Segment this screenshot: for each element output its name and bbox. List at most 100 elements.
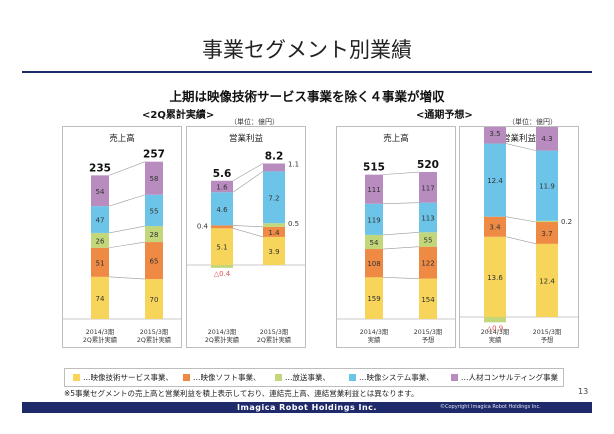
- bar-value-label: 12.4: [539, 277, 555, 285]
- chart-title: 売上高: [109, 133, 135, 144]
- bar-value-label: △0.4: [214, 270, 231, 278]
- bar-value-label: 159: [367, 295, 380, 303]
- bar-segment-broadcast: [91, 232, 109, 248]
- bar-value-label: 51: [96, 259, 105, 267]
- category-label: 2015/3期: [414, 328, 442, 336]
- connector-line: [382, 277, 420, 279]
- bar-value-label: 3.9: [268, 248, 279, 256]
- bar-segment-system: [536, 150, 558, 221]
- legend-swatch: [349, 374, 356, 381]
- category-label: 2014/3期: [481, 328, 509, 336]
- bar-segment-tech-service: [419, 278, 437, 319]
- bar-value-label: 65: [150, 258, 159, 266]
- connector-line: [505, 143, 537, 151]
- bar-segment-software: [536, 222, 558, 244]
- bar-total-label: 5.6: [213, 168, 232, 180]
- bar-segment-software: [484, 216, 506, 237]
- connector-line: [108, 225, 146, 234]
- legend-item-software: …映像ソフト事業、: [183, 372, 261, 383]
- bar-value-label: 47: [96, 217, 105, 225]
- connector-line: [232, 171, 264, 193]
- chart-fy-sales: 売上高 159 108 54 119 111 515 2014/3期 実績 154 122 55 113…: [336, 126, 456, 348]
- bar-total-label: 8.2: [265, 150, 284, 162]
- category-label: 2015/3期: [533, 328, 561, 336]
- bar-segment-broadcast: [419, 232, 437, 247]
- bar-value-label: 111: [367, 186, 380, 194]
- bar-segment-tech-service: [263, 236, 285, 265]
- bar-value-label: 119: [367, 216, 380, 224]
- bar-value-label: 5.1: [216, 244, 227, 252]
- bar-segment-consulting: [145, 161, 163, 195]
- bar-segment-consulting: [91, 175, 109, 207]
- bar-value-label: 7.2: [268, 194, 279, 202]
- category-label: 2014/3期: [86, 328, 114, 336]
- connector-line: [382, 246, 420, 250]
- bar-value-label: 1.4: [268, 229, 280, 237]
- bar-segment-software: [211, 225, 233, 229]
- legend-item-tech-service: …映像技術サービス事業、: [73, 372, 173, 383]
- chart-svg: 営業利益5.10.4△0.44.61.65.62014/3期2Q累計実績3.91…: [187, 133, 305, 344]
- chart-fy-profit: 営業利益13.63.4△0.912.43.520.42014/3期実績12.43…: [459, 110, 579, 348]
- bar-segment-software: [419, 246, 437, 279]
- bar-value-label: 154: [421, 296, 435, 304]
- chart-title: 営業利益: [502, 133, 537, 144]
- bar-value-label: 3.5: [489, 130, 500, 138]
- connector-line: [382, 171, 420, 175]
- bar-segment-tech-service: [211, 228, 233, 265]
- bar-segment-tech-service: [365, 277, 383, 319]
- category-label: 予想: [422, 335, 435, 344]
- bar-value-label: 3.4: [489, 224, 501, 232]
- footer-logo: Imagica Robot Holdings Inc.: [237, 403, 377, 412]
- bar-value-label: 55: [150, 207, 159, 215]
- bar-segment-software: [365, 249, 383, 278]
- bar-value-label: 1.6: [216, 184, 228, 192]
- unit-label-fy: （単位：億円）: [508, 118, 557, 126]
- bar-segment-tech-service: [484, 236, 506, 317]
- category-label: 2014/3期: [360, 328, 388, 336]
- legend-item-broadcast: …放送事業、: [275, 372, 330, 383]
- bar-value-label: △0.9: [487, 324, 504, 332]
- connector-line: [232, 225, 264, 228]
- chart-2q-profit: 営業利益 5.1 0.4 △0.4 4.6 1.6 5.6 2014/3期 2Q累計実績 3.9 1…: [186, 126, 306, 348]
- legend-swatch: [73, 374, 80, 381]
- bar-segment-consulting: [484, 122, 506, 144]
- bar-segment-system: [263, 171, 285, 224]
- connector-line: [232, 163, 264, 182]
- bar-value-label: 12.4: [487, 177, 503, 185]
- connector-line: [232, 227, 264, 238]
- bar-segment-broadcast: [263, 223, 285, 227]
- bar-segment-system: [145, 194, 163, 227]
- title-rule: [22, 71, 592, 73]
- legend: …映像技術サービス事業、 …映像ソフト事業、 …放送事業、 …映像システム事業、…: [64, 368, 564, 387]
- bar-value-label: 0.4: [197, 222, 209, 230]
- footnote: ※5事業セグメントの売上高と営業利益を積上表示しており、連結売上高、連結営業利益…: [64, 389, 419, 398]
- legend-swatch: [275, 374, 282, 381]
- bar-segment-tech-service: [536, 243, 558, 317]
- bar-value-label: 26: [96, 237, 105, 245]
- chart-svg: 営業利益13.63.4△0.912.43.520.42014/3期実績12.43…: [460, 110, 578, 344]
- bar-value-label: 28: [150, 231, 159, 239]
- connector-line: [108, 194, 146, 207]
- bar-total-label: 235: [89, 162, 111, 174]
- chart-title: 営業利益: [229, 133, 264, 144]
- bar-segment-broadcast: [211, 265, 233, 268]
- legend-swatch: [451, 374, 458, 381]
- bar-segment-consulting: [365, 174, 383, 204]
- connector-line: [108, 241, 146, 249]
- bar-value-label: 0.2: [561, 218, 572, 226]
- category-label: 2014/3期: [208, 328, 236, 336]
- bar-value-label: 70: [150, 296, 159, 304]
- bar-value-label: 122: [421, 260, 434, 268]
- connector-line: [108, 276, 146, 280]
- bar-value-label: 54: [370, 239, 379, 247]
- category-label: 予想: [541, 335, 554, 344]
- bar-value-label: 11.9: [539, 183, 555, 191]
- bar-segment-system: [484, 143, 506, 217]
- bar-value-label: 4.3: [541, 135, 552, 143]
- section-label-2q: <2Q累計実績>: [142, 110, 215, 121]
- legend-swatch: [183, 374, 190, 381]
- bar-value-label: 55: [424, 236, 433, 244]
- category-label: 2Q累計実績: [205, 335, 240, 344]
- connector-line: [505, 236, 537, 245]
- copyright: ©Copyright Imagica Robot Holdings Inc.: [440, 404, 541, 410]
